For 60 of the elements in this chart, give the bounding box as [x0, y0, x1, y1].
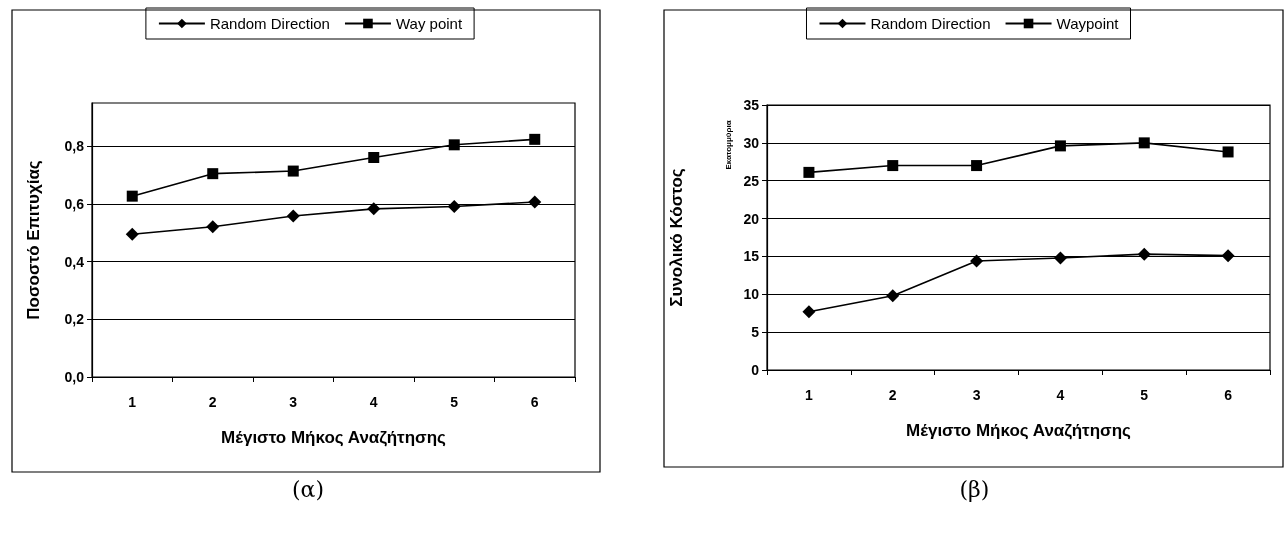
point	[1054, 140, 1066, 152]
legend-label: Way point	[395, 15, 463, 32]
point	[207, 168, 219, 180]
point	[206, 220, 220, 234]
point	[1221, 249, 1235, 263]
point	[448, 139, 460, 151]
x-tick-label: 2	[208, 394, 217, 410]
legend-label: Random Direction	[209, 15, 330, 32]
y-tick-label: 0,0	[64, 369, 85, 385]
x-tick-label: 5	[1140, 387, 1149, 403]
point	[126, 190, 138, 202]
x-axis-title: Μέγιστο Μήκος Αναζήτησης	[221, 428, 447, 447]
point	[886, 289, 900, 303]
point	[1053, 251, 1067, 265]
x-tick-label: 1	[128, 394, 137, 410]
x-tick-label: 1	[805, 387, 814, 403]
point	[802, 305, 816, 319]
y-axis-title: Συνολικό Κόστος	[667, 168, 686, 307]
y-tick-label: 5	[751, 324, 760, 341]
point	[528, 195, 542, 209]
point	[287, 165, 299, 177]
y-tick-label: 0,4	[64, 253, 85, 270]
text: (α)	[292, 476, 325, 502]
point	[367, 202, 381, 216]
y-tick-label: 35	[743, 97, 760, 113]
y-tick-label: 10	[743, 286, 760, 303]
point	[971, 160, 983, 172]
x-tick-label: 5	[450, 394, 459, 410]
y-tick-label: 15	[743, 248, 760, 265]
point	[887, 160, 899, 172]
x-tick-label: 3	[972, 387, 981, 403]
point	[286, 209, 300, 223]
y-tick-label: 0,6	[64, 195, 85, 212]
x-tick-label: 4	[369, 394, 378, 410]
x-axis-title: Μέγιστο Μήκος Αναζήτησης	[906, 421, 1132, 440]
point	[1222, 146, 1234, 158]
y-tick-label: 0	[751, 362, 760, 378]
y-tick-label: 25	[743, 172, 760, 189]
legend-label: Waypoint	[1056, 15, 1120, 32]
x-tick-label: 6	[530, 394, 539, 410]
point	[1137, 247, 1151, 261]
text: Εκατομμύρια	[723, 120, 733, 170]
legend-label: Random Direction	[870, 15, 991, 32]
x-tick-label: 6	[1224, 387, 1233, 403]
x-tick-label: 2	[888, 387, 897, 403]
text: (β)	[959, 476, 990, 502]
point	[803, 166, 815, 178]
point	[125, 227, 139, 241]
y-tick-label: 20	[743, 210, 760, 227]
y-tick-label: 30	[743, 134, 760, 151]
x-tick-label: 3	[289, 394, 298, 410]
x-tick-label: 4	[1056, 387, 1065, 403]
y-axis-title: Ποσοστό Επιτυχίας	[24, 160, 43, 320]
point	[1138, 137, 1150, 149]
y-tick-label: 0,2	[64, 311, 85, 328]
point	[970, 254, 984, 268]
point	[447, 200, 461, 214]
point	[368, 152, 380, 164]
point	[529, 133, 541, 145]
y-tick-label: 0,8	[64, 138, 85, 155]
